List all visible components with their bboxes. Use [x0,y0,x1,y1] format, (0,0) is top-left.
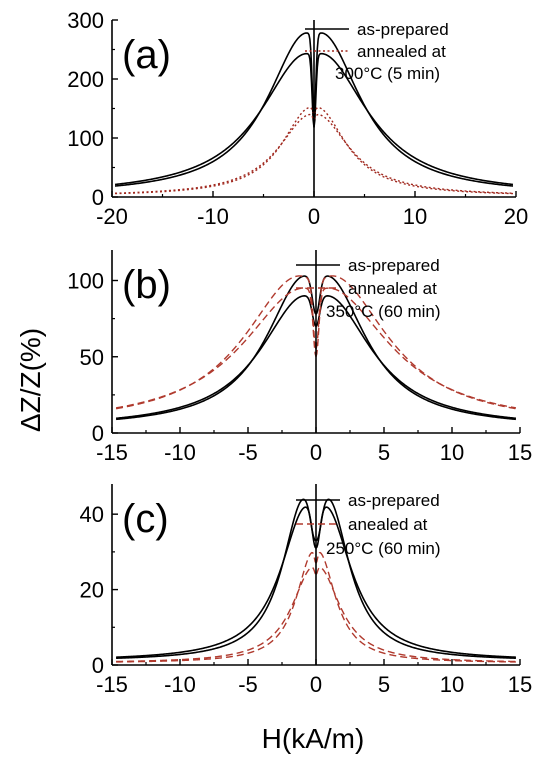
x-tick-label: -15 [96,440,128,465]
x-tick-label: 15 [508,672,532,697]
legend-label-line2: 350°C (60 min) [326,302,441,321]
x-tick-label: 5 [378,440,390,465]
series-as-prepared-curve [116,275,317,421]
series-as-prepared-curve [315,275,516,421]
x-tick-label: -20 [96,204,128,229]
y-tick-label: 50 [80,345,104,370]
series-as-prepared-curve [313,32,514,187]
x-tick-label: -15 [96,672,128,697]
legend-label: annealed at [348,279,437,298]
legend-label-line2: 300°C (5 min) [335,64,440,83]
curves [115,275,517,421]
panel-b: -15 -10 -5 0 5 10 15 0 50 100 (b) as-prepared anneal… [67,250,532,465]
y-axis-title: ΔZ/Z(%) [15,328,46,432]
y-tick-label: 20 [80,578,104,603]
x-tick-label: -10 [197,204,229,229]
y-tick-label: 100 [67,126,104,151]
series-annealed-curve [115,275,317,410]
series-annealed-curve [115,113,315,194]
x-tick-label: -10 [164,440,196,465]
x-tick-label: 10 [440,672,464,697]
y-tick-label: 40 [80,502,104,527]
series-annealed-curve [313,113,513,194]
x-tick-label: 10 [403,204,427,229]
panel-a: -20 -10 0 10 200100200300(a)as-preparedannea… [67,8,528,229]
series-as-prepared-curve [313,52,514,186]
legend-label-line2: 250°C (60 min) [326,539,441,558]
x-tick-label: 0 [308,204,320,229]
x-tick-label: 0 [310,440,322,465]
curves [116,498,516,663]
x-tick-label: 10 [440,440,464,465]
series-as-prepared-curve [114,52,315,186]
x-tick-label: 20 [504,204,528,229]
panel-c: -15 -10 -5 0 5 10 15 0 20 40 (c) as-prepared anealed… [80,484,532,697]
x-tick-label: 0 [310,672,322,697]
legend-label: as-prepared [357,20,449,39]
series-annealed-curve [315,566,516,663]
series-annealed-curve [116,566,317,663]
panel-label: (a) [122,33,171,77]
series-annealed-curve [315,551,516,663]
series-as-prepared-curve [116,295,317,420]
y-tick-label: 100 [67,269,104,294]
y-tick-label: 300 [67,8,104,33]
series-as-prepared-curve [315,295,516,420]
series-annealed-curve [315,287,517,409]
curves [114,32,514,195]
series-annealed-curve [115,287,317,409]
legend-label: anealed at [348,515,428,534]
legend-label: as-prepared [348,491,440,510]
y-tick-label: 0 [92,653,104,678]
series-as-prepared-curve [315,506,516,658]
panel-label: (c) [122,497,169,541]
y-tick-label: 0 [92,185,104,210]
series-annealed-curve [315,275,517,410]
panel-label: (b) [122,263,171,307]
series-as-prepared-curve [116,506,317,658]
x-axis-title: H(kA/m) [262,723,365,754]
x-tick-label: -5 [238,440,258,465]
legend-label: as-prepared [348,256,440,275]
y-tick-label: 0 [92,421,104,446]
series-as-prepared-curve [114,32,315,187]
x-tick-label: 15 [508,440,532,465]
x-tick-label: -5 [238,672,258,697]
legend-label: annealed at [357,42,446,61]
y-tick-label: 200 [67,67,104,92]
x-tick-label: 5 [378,672,390,697]
x-tick-label: -10 [164,672,196,697]
